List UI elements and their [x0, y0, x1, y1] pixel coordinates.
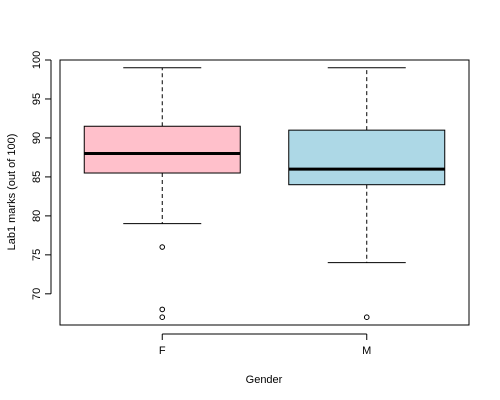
plot-area [59, 59, 470, 326]
y-tick-label: 90 [31, 132, 43, 144]
x-tick-label: M [362, 345, 371, 357]
outlier-point [159, 244, 166, 250]
box-F [83, 67, 241, 321]
outlier-point [159, 314, 166, 321]
y-tick-label: 100 [31, 51, 43, 69]
y-tick-label: 95 [31, 93, 43, 105]
box-M [288, 67, 446, 321]
y-axis: 70 75 80 85 90 95 100 [31, 51, 52, 300]
y-axis-title: Lab1 marks (out of 100) [6, 134, 18, 251]
outlier-point [159, 306, 166, 313]
boxes [83, 67, 446, 321]
x-axis-title: Gender [246, 374, 283, 386]
y-tick-label: 85 [31, 171, 43, 183]
outlier-point [363, 314, 370, 321]
y-tick-label: 70 [31, 288, 43, 300]
y-tick-label: 75 [31, 249, 43, 261]
plot-frame [59, 59, 470, 326]
box-iqr [83, 125, 241, 174]
box-iqr [288, 129, 446, 186]
x-tick-label: F [159, 345, 166, 357]
y-tick-label: 80 [31, 210, 43, 222]
